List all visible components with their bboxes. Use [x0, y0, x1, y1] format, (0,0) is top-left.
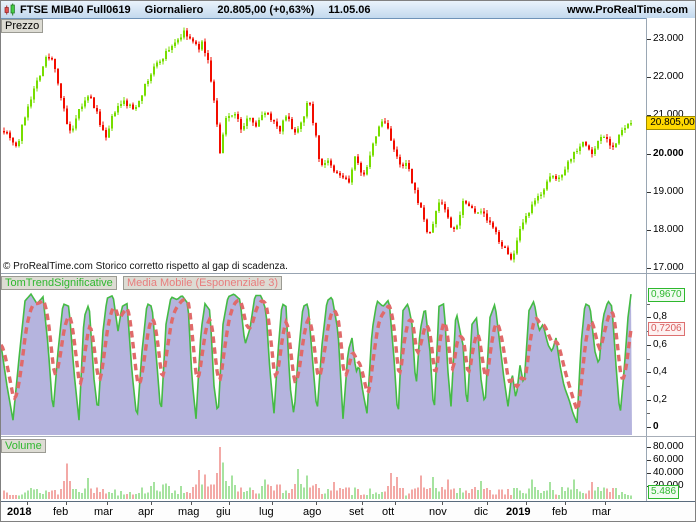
time-axis-label: 2019 — [506, 506, 531, 518]
axis-minor-tick — [647, 303, 650, 305]
candlestick-icon — [4, 3, 15, 16]
panel-separator[interactable] — [1, 273, 695, 274]
axis-label: 17.000 — [653, 262, 684, 273]
axis-minor-tick — [647, 385, 650, 387]
axis-label: 0,2 — [653, 393, 667, 405]
time-axis-label: ott — [382, 506, 395, 518]
time-axis-tick — [66, 502, 67, 505]
time-axis-label: apr — [138, 506, 154, 518]
axis-tick — [647, 268, 651, 269]
volume-badge: 5.486 — [648, 485, 680, 499]
last-price-and-change: 20.805,00 (+0,63%) — [217, 3, 315, 16]
time-axis-label: mag — [178, 506, 200, 518]
panel-separator[interactable] — [1, 436, 695, 437]
axis-tick — [647, 39, 651, 40]
time-axis-label: dic — [474, 506, 489, 518]
indicator-label-volume[interactable]: Volume — [1, 439, 46, 453]
axis-label: 23.000 — [653, 33, 684, 44]
axis-tick — [647, 317, 651, 319]
time-axis-tick — [565, 502, 566, 505]
last-price-badge: 20.805,00 — [646, 116, 695, 130]
axis-tick — [647, 115, 651, 117]
time-axis-label: ago — [303, 506, 322, 518]
time-axis-label: feb — [53, 506, 69, 518]
volume-chart[interactable] — [1, 438, 647, 501]
time-axis-label: nov — [429, 506, 447, 518]
time-axis-tick — [316, 502, 317, 505]
price-axis-gutter: 23.000 22.000 21.000 20.000 19.000 18.000 17.0… — [646, 18, 695, 501]
axis-label: 0,6 — [653, 338, 667, 350]
time-axis-tick — [27, 502, 28, 505]
axis-label: 40.000 — [653, 467, 684, 478]
axis-tick — [647, 344, 651, 346]
axis-minor-tick — [647, 358, 650, 360]
titlebar: FTSE MIB40 Full0619 Giornaliero 20.805,0… — [1, 1, 695, 19]
time-axis-tick — [395, 502, 396, 505]
time-axis-tick — [362, 502, 363, 505]
axis-tick — [647, 473, 651, 474]
axis-label: 21.000 — [653, 109, 684, 121]
time-axis-label: feb — [552, 506, 568, 518]
indicator-label-media-mobile[interactable]: Media Mobile (Esponenziale 3) — [123, 276, 283, 290]
axis-label: 0,8 — [653, 311, 667, 323]
axis-tick — [647, 460, 651, 461]
axis-label: 18.000 — [653, 223, 684, 235]
time-axis-label: set — [349, 506, 364, 518]
time-axis-label: mar — [94, 506, 113, 518]
axis-label: 60.000 — [653, 454, 684, 465]
time-axis-tick — [191, 502, 192, 505]
time-axis-tick — [151, 502, 152, 505]
axis-tick — [647, 427, 651, 428]
time-axis-tick — [107, 502, 108, 505]
axis-tick — [647, 77, 651, 79]
axis-tick — [647, 447, 651, 448]
axis-tick — [647, 191, 651, 193]
time-axis-tick — [442, 502, 443, 505]
axis-label: 19.000 — [653, 185, 684, 197]
axis-tick — [647, 153, 651, 155]
oscillator-chart[interactable] — [1, 275, 647, 437]
timeframe-label[interactable]: Giornaliero — [144, 3, 204, 16]
time-axis-tick — [487, 502, 488, 505]
time-axis-label: 2018 — [7, 506, 32, 518]
price-chart[interactable] — [1, 18, 647, 274]
axis-tick — [647, 229, 651, 231]
time-axis-label: lug — [259, 506, 274, 518]
time-axis-tick — [526, 502, 527, 505]
axis-label: 22.000 — [653, 71, 684, 83]
oscillator-overlay-badge: 0,7206 — [648, 322, 685, 336]
axis-label: 0 — [653, 421, 659, 432]
copyright-note: © ProRealTime.com Storico corretto rispe… — [3, 261, 288, 272]
time-axis-tick — [229, 502, 230, 505]
time-axis-tick — [605, 502, 606, 505]
time-axis-label: giu — [216, 506, 231, 518]
axis-label: 0,4 — [653, 366, 667, 378]
axis-tick — [647, 399, 651, 401]
instrument-name[interactable]: FTSE MIB40 Full0619 — [20, 3, 131, 16]
axis-minor-tick — [647, 413, 650, 415]
oscillator-line-badge: 0,9670 — [648, 288, 685, 302]
tab-prezzo[interactable]: Prezzo — [1, 19, 44, 33]
axis-tick — [647, 372, 651, 374]
time-axis-label: mar — [592, 506, 611, 518]
axis-label: 20.000 — [653, 147, 684, 159]
axis-label: 80.000 — [653, 441, 684, 452]
time-axis[interactable]: 2018 feb mar apr mag giu lug ago set ott nov dic 201… — [1, 501, 695, 521]
quote-time: 11.05.06 — [328, 3, 371, 16]
indicator-label-tomtrend[interactable]: TomTrendSignificative — [1, 276, 117, 290]
site-link[interactable]: www.ProRealTime.com — [566, 3, 688, 16]
time-axis-tick — [272, 502, 273, 505]
